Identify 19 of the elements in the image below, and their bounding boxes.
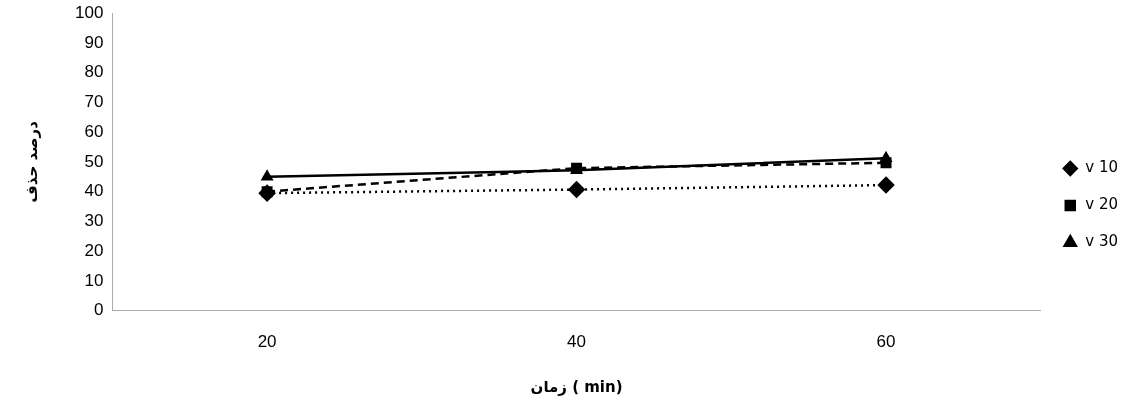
x-axis-title: زمان ( min) [530,377,623,396]
y-tick-label: 30 [84,211,104,231]
legend-label: v 20 [1085,195,1118,214]
y-tick-label: 90 [84,32,104,52]
y-axis-title: درصد حذف [22,120,41,203]
y-tick-label: 0 [93,300,104,320]
legend-label: v 30 [1085,232,1118,251]
legend-label: v 10 [1085,158,1118,177]
x-tick-label: 40 [567,332,587,352]
x-tick-label: 60 [876,332,896,352]
y-tick-label: 20 [84,240,104,260]
y-tick-label: 40 [84,181,104,201]
y-tick-label: 70 [84,92,104,112]
y-tick-label: 60 [84,121,104,141]
y-tick-label: 50 [84,151,104,171]
y-tick-label: 100 [74,2,104,22]
y-tick-label: 80 [84,62,104,82]
y-tick-label: 10 [84,270,104,290]
x-tick-label: 20 [257,332,277,352]
